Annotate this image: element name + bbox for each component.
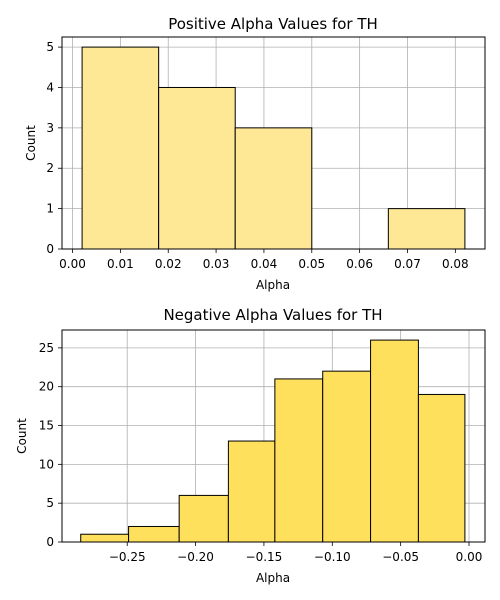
x-tick-label: 0.02	[155, 257, 182, 271]
y-ticks: 0 5 10 15 20 25	[39, 341, 62, 549]
y-tick-label: 3	[46, 121, 54, 135]
histogram-bar	[322, 370, 372, 543]
x-tick-label: 0.06	[346, 257, 373, 271]
plot-frame	[61, 329, 486, 543]
histogram-bar	[370, 339, 419, 543]
x-tick-label: −0.10	[314, 550, 351, 564]
x-tick-label: 0.01	[107, 257, 134, 271]
x-ticks: −0.25 −0.20 −0.15 −0.10 −0.05 0.00	[109, 542, 483, 564]
y-tick-label: 5	[46, 496, 54, 510]
y-tick-label: 5	[46, 40, 54, 54]
y-tick-label: 0	[46, 535, 54, 549]
x-tick-label: 0.00	[59, 257, 86, 271]
plot-frame	[61, 36, 486, 250]
chart-title: Positive Alpha Values for TH	[168, 15, 378, 33]
histogram-bar	[227, 440, 276, 543]
y-tick-label: 2	[46, 161, 54, 175]
x-tick-label: 0.08	[442, 257, 469, 271]
bars	[81, 46, 466, 250]
x-tick-label: 0.07	[394, 257, 421, 271]
histogram-bar	[128, 525, 180, 543]
y-axis-label: Count	[24, 125, 38, 161]
histogram-bar	[80, 533, 130, 543]
x-tick-label: −0.05	[382, 550, 419, 564]
x-tick-label: −0.25	[109, 550, 146, 564]
histogram-bar	[81, 46, 160, 250]
y-ticks: 0 1 2 3 4 5	[46, 40, 62, 256]
x-tick-label: −0.20	[177, 550, 214, 564]
x-ticks: 0.00 0.01 0.02 0.03 0.04 0.05 0.06 0.07 0.08	[59, 249, 469, 271]
bars	[80, 339, 466, 543]
histogram-bar	[178, 494, 229, 543]
y-tick-label: 25	[39, 341, 54, 355]
positive-alpha-chart: Positive Alpha Values for TH 0.00 0.01 0.0…	[24, 15, 486, 292]
y-axis-label: Count	[15, 418, 29, 454]
histogram-bar	[274, 378, 324, 543]
chart-title: Negative Alpha Values for TH	[163, 306, 382, 324]
histogram-bar	[234, 127, 313, 250]
x-axis-label: Alpha	[256, 278, 290, 292]
histogram-bar	[417, 393, 466, 543]
x-tick-label: 0.05	[298, 257, 325, 271]
y-tick-label: 4	[46, 80, 54, 94]
y-tick-label: 10	[39, 457, 54, 471]
negative-alpha-chart: Negative Alpha Values for TH −0.25 −0.20−…	[15, 306, 486, 585]
histogram-bar	[387, 208, 466, 250]
x-axis-label: Alpha	[256, 571, 290, 585]
y-tick-label: 15	[39, 419, 54, 433]
y-tick-label: 20	[39, 380, 54, 394]
y-tick-label: 1	[46, 202, 54, 216]
x-tick-label: 0.03	[203, 257, 230, 271]
x-tick-label: −0.15	[246, 550, 283, 564]
x-tick-label: 0.04	[251, 257, 278, 271]
x-tick-label: 0.00	[456, 550, 483, 564]
histogram-bar	[158, 86, 236, 250]
y-tick-label: 0	[46, 242, 54, 256]
